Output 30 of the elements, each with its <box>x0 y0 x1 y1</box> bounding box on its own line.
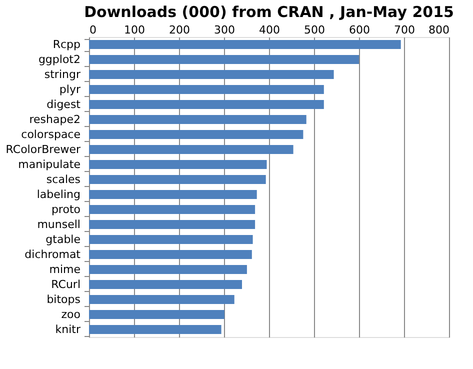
y-tick-label: zoo <box>61 308 81 321</box>
y-tick-label: Rcpp <box>52 38 81 51</box>
y-tick-label: manipulate <box>18 158 81 171</box>
x-tick-label: 600 <box>349 24 370 36</box>
y-tick-label: RColorBrewer <box>6 143 81 156</box>
y-tick-label: dichromat <box>24 248 82 261</box>
x-tick-label: 100 <box>124 24 145 36</box>
y-tick-label: proto <box>51 203 81 216</box>
y-tick-label: RCurl <box>51 278 80 291</box>
y-tick-label: digest <box>46 98 82 111</box>
y-tick-label: labeling <box>36 188 80 201</box>
y-tick-label: colorspace <box>21 128 81 141</box>
x-tick-label: 500 <box>304 24 325 36</box>
chart-title: Downloads (000) from CRAN , Jan-May 2015 <box>84 3 454 21</box>
y-tick-label: knitr <box>55 323 81 336</box>
y-tick-label: reshape2 <box>29 113 80 126</box>
x-tick-label: 400 <box>259 24 280 36</box>
x-tick-label: 200 <box>169 24 190 36</box>
y-tick-label: ggplot2 <box>38 53 80 66</box>
x-tick-label: 800 <box>428 24 450 36</box>
y-tick-label: mime <box>49 263 81 276</box>
y-tick-label: plyr <box>59 83 81 96</box>
x-tick-label: 700 <box>394 24 415 36</box>
y-tick-label: scales <box>46 173 81 186</box>
y-tick-label: gtable <box>46 233 81 246</box>
x-tick-label: 300 <box>214 24 235 36</box>
y-tick-label: stringr <box>44 68 81 81</box>
x-tick-label: 0 <box>90 24 96 36</box>
y-tick-label: bitops <box>46 293 81 306</box>
y-tick-label: munsell <box>37 218 80 231</box>
